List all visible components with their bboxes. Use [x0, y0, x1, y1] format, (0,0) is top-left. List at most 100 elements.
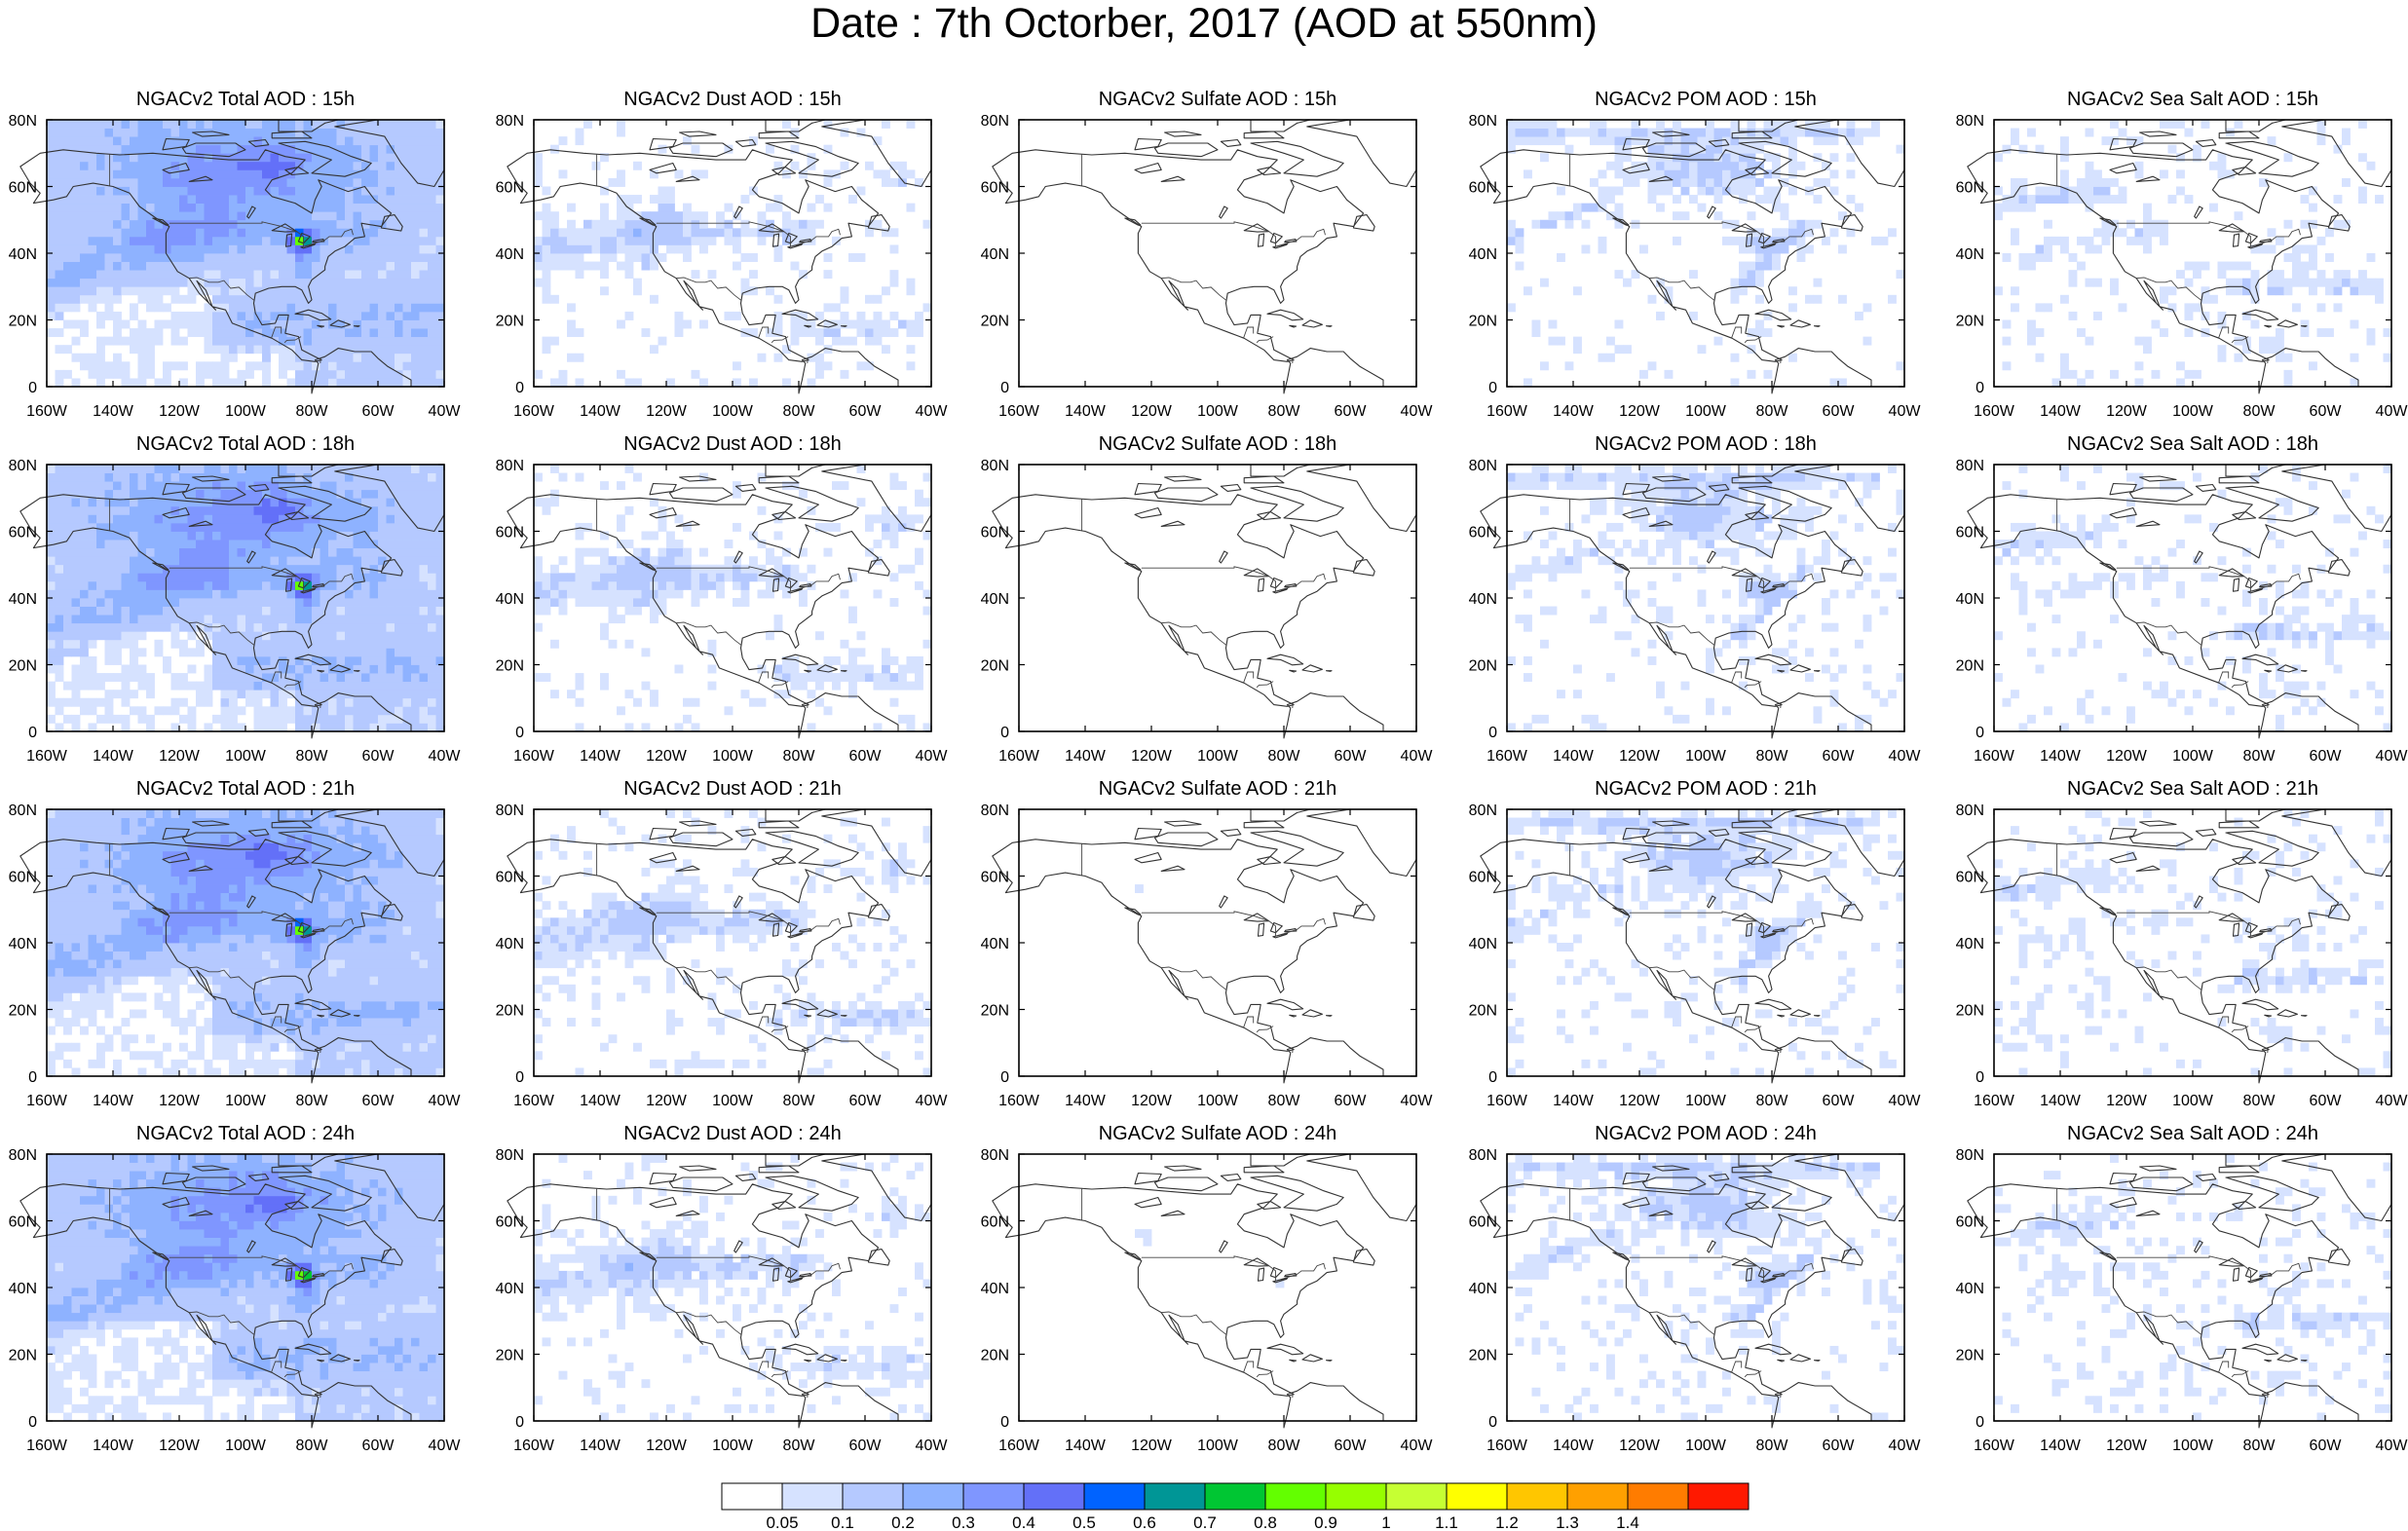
aod-cell [137, 211, 147, 221]
aod-cell [378, 336, 387, 346]
aod-cell [303, 706, 313, 716]
aod-cell [303, 253, 313, 262]
aod-cell [558, 589, 568, 599]
aod-cell [428, 311, 436, 320]
y-tick-label: 0 [515, 725, 524, 741]
aod-cell [245, 236, 254, 245]
aod-cell [204, 481, 213, 491]
aod-cell [312, 648, 320, 657]
aod-cell [196, 681, 205, 691]
aod-cell [279, 498, 287, 507]
aod-cell [353, 498, 362, 507]
aod-cell [345, 589, 354, 599]
aod-cell [740, 195, 750, 205]
aod-cell [766, 631, 774, 641]
aod-cell [1730, 378, 1740, 388]
aod-cell [1515, 564, 1524, 574]
lake-outline [188, 520, 213, 527]
aod-cell [1730, 177, 1740, 187]
aod-cell [2060, 195, 2069, 205]
aod-cell [633, 697, 642, 707]
aod-cell [137, 472, 147, 482]
aod-cell [633, 598, 642, 607]
aod-cell [856, 673, 866, 683]
aod-cell [170, 481, 180, 491]
aod-cell [395, 472, 403, 482]
aod-cell [295, 564, 304, 574]
aod-cell [154, 489, 164, 499]
aod-cell [1730, 161, 1740, 170]
aod-cell [229, 598, 238, 607]
aod-cell [386, 648, 395, 657]
aod-cell [1507, 472, 1516, 482]
aod-cell [229, 177, 238, 187]
lake-outline [649, 506, 677, 519]
aod-cell [882, 177, 890, 187]
aod-cell [63, 697, 72, 707]
aod-cell [253, 311, 263, 320]
aod-cell [1673, 195, 1681, 205]
aod-cell [2259, 177, 2268, 187]
aod-cell [245, 361, 254, 371]
aod-cell [832, 336, 841, 346]
aod-cell [237, 573, 246, 582]
aod-cell [773, 253, 783, 262]
aod-cell [130, 564, 138, 574]
aod-cell [295, 655, 304, 665]
aod-cell [130, 498, 138, 507]
aod-cell [1664, 286, 1674, 296]
aod-cell [1614, 319, 1624, 329]
aod-cell [63, 228, 72, 238]
aod-cell [353, 161, 362, 170]
aod-cell [624, 211, 634, 221]
aod-cell [2209, 203, 2218, 212]
aod-cell [558, 236, 568, 245]
aod-cell [873, 589, 883, 599]
aod-cell [369, 244, 379, 254]
aod-cell [1507, 128, 1516, 137]
aod-cell [395, 195, 403, 205]
aod-cell [1524, 615, 1532, 624]
aod-cell [179, 294, 188, 304]
coastline [278, 140, 372, 177]
aod-cell [196, 639, 205, 649]
aod-cell [121, 498, 131, 507]
aod-cell [154, 319, 164, 329]
aod-cell [2044, 244, 2052, 254]
panel-title: NGACv2 Dust AOD : 18h [623, 433, 842, 455]
aod-cell [411, 498, 420, 507]
aod-cell [279, 203, 287, 212]
aod-cell [113, 353, 122, 362]
aod-cell [88, 361, 97, 371]
aod-cell [378, 228, 387, 238]
aod-cell [386, 161, 395, 170]
aod-cell [823, 319, 833, 329]
aod-cell [179, 606, 188, 616]
aod-cell [2267, 345, 2276, 355]
aod-cell [1540, 481, 1549, 491]
aod-cell [550, 564, 559, 574]
aod-cell [336, 136, 346, 146]
aod-cell [369, 472, 379, 482]
aod-cell [386, 278, 395, 287]
aod-cell [650, 253, 658, 262]
aod-cell [369, 489, 379, 499]
aod-cell [361, 120, 370, 129]
aod-cell [1647, 153, 1657, 163]
aod-cell [2193, 303, 2201, 313]
aod-cell [583, 261, 592, 271]
aod-cell [163, 261, 171, 271]
aod-cell [889, 481, 899, 491]
aod-cell [163, 228, 171, 238]
aod-cell [600, 228, 609, 238]
aod-cell [320, 531, 329, 541]
aod-cell [1788, 120, 1797, 129]
aod-cell [253, 556, 263, 566]
aod-cell [1747, 136, 1756, 146]
aod-cell [411, 514, 420, 524]
aod-cell [336, 681, 346, 691]
aod-cell [419, 153, 429, 163]
aod-cell [303, 319, 313, 329]
coastline [1266, 653, 1304, 666]
aod-cell [104, 278, 114, 287]
